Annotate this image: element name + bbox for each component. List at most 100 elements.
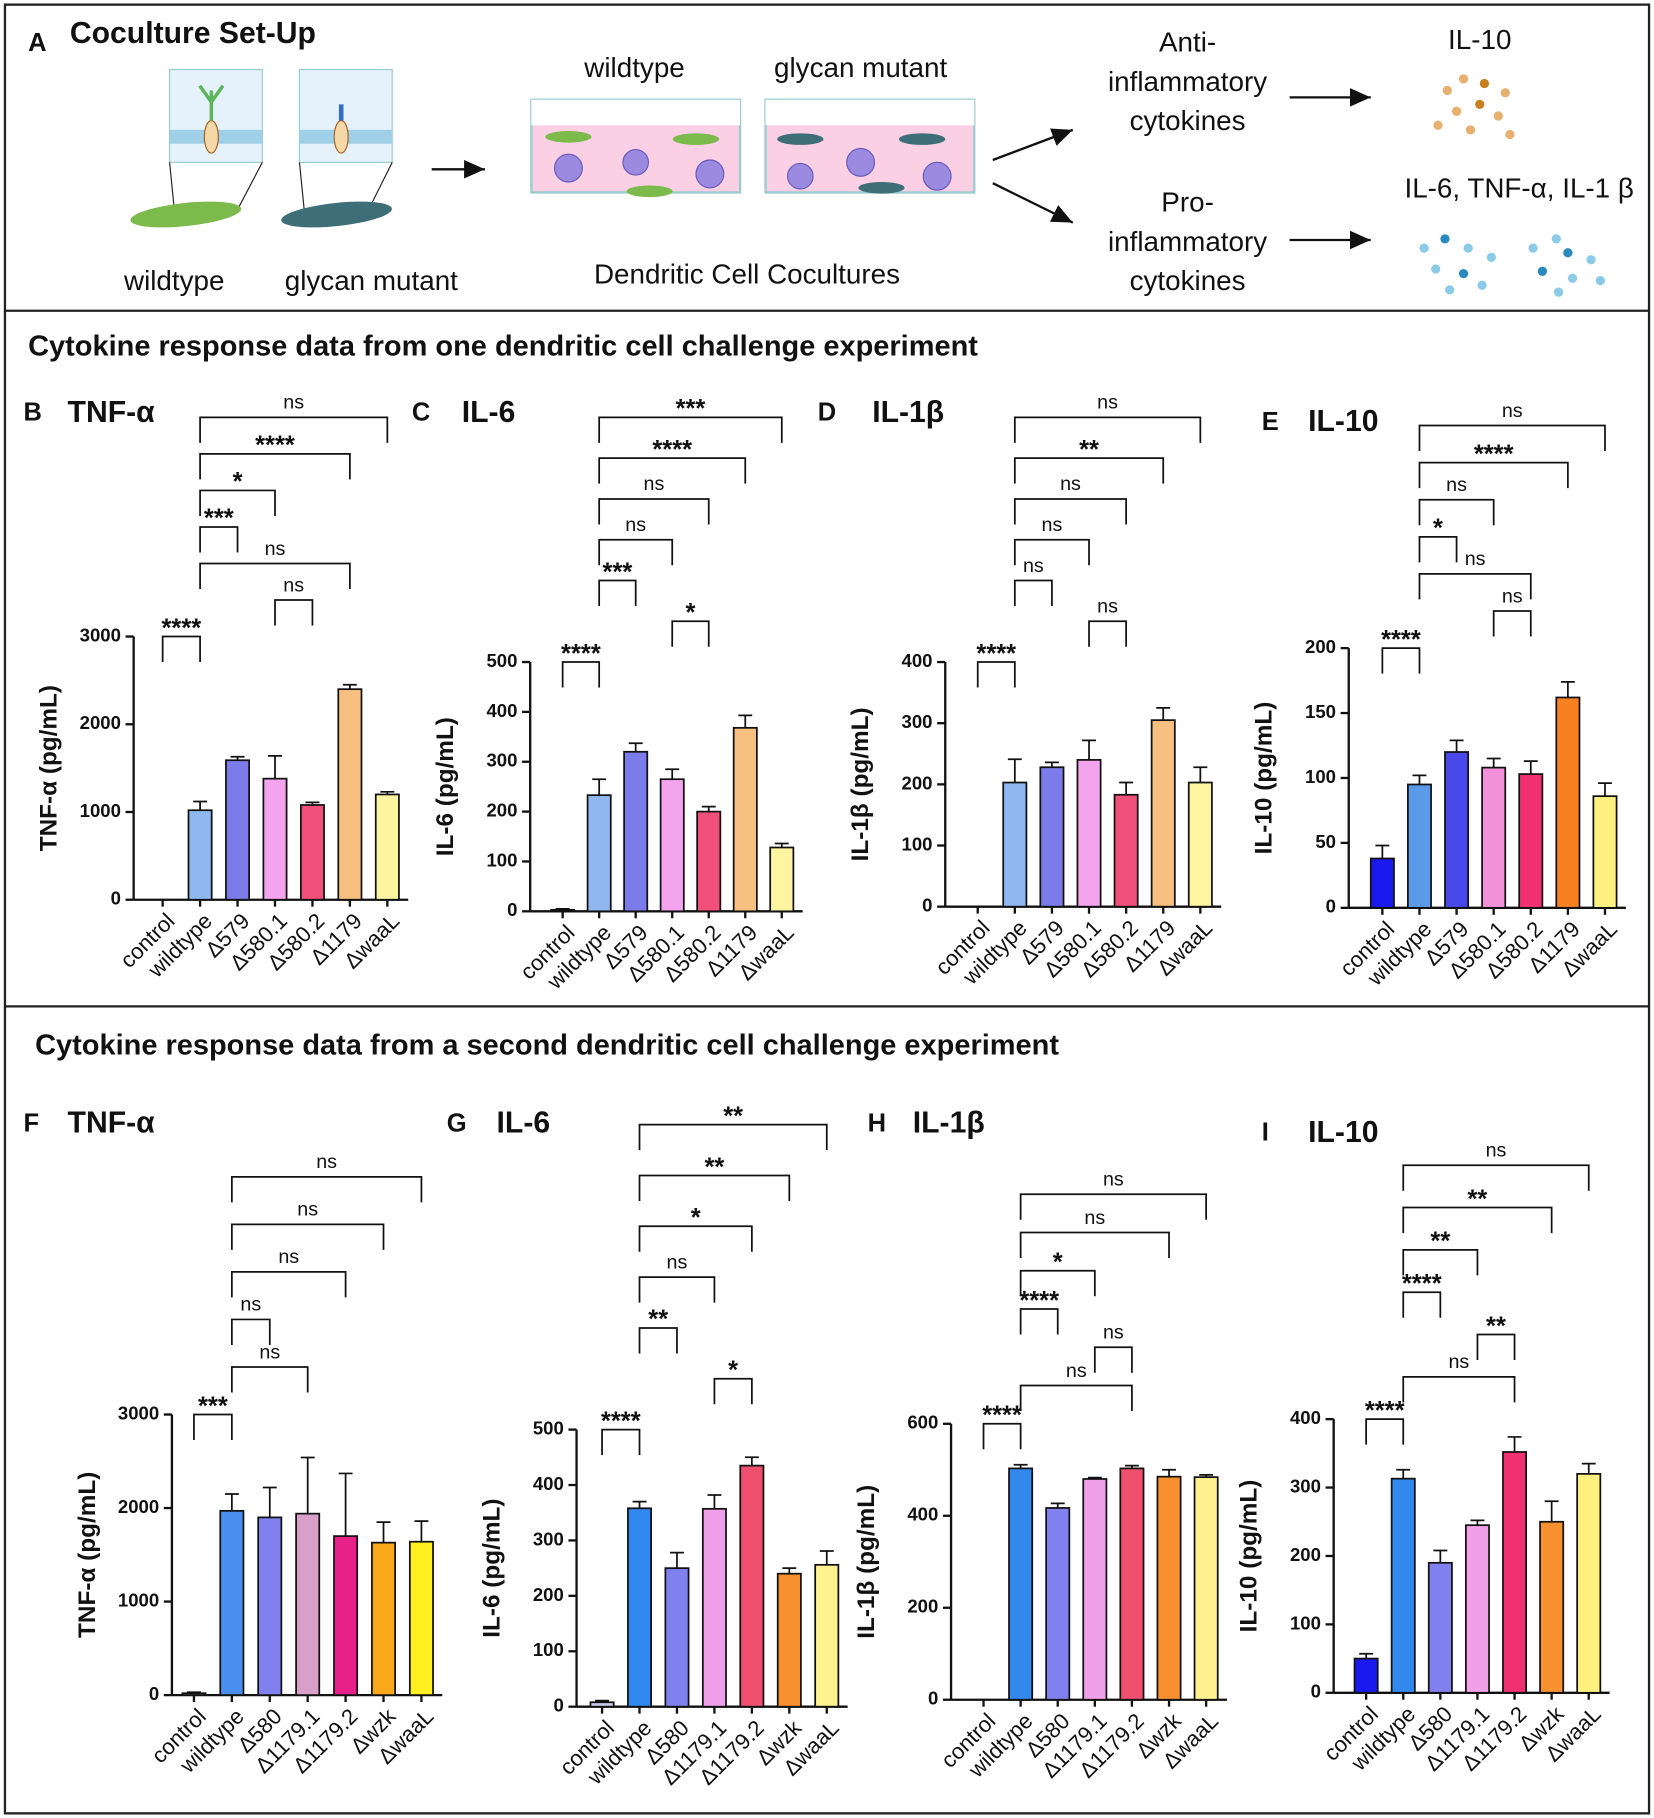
error-bar [1560, 681, 1575, 698]
bar [1076, 759, 1102, 908]
error-bar [744, 1456, 759, 1466]
bar [1045, 1507, 1071, 1701]
significance-bracket [671, 620, 710, 647]
bar [1464, 1524, 1490, 1694]
well-top [765, 99, 975, 126]
y-tick-label: 500 [533, 1417, 564, 1438]
significance-label: ** [1486, 1312, 1506, 1340]
y-tick-label: 50 [1315, 831, 1336, 852]
significance-label: ns [1066, 1360, 1087, 1382]
significance-label: ns [1446, 474, 1467, 496]
significance-bracket [976, 661, 1016, 688]
panel-title: IL-10 [1308, 405, 1378, 438]
significance-bracket [598, 498, 710, 525]
significance-label: ** [1468, 1185, 1488, 1213]
bar [1119, 1467, 1145, 1701]
significance-bracket [1402, 1375, 1516, 1403]
significance-label: ns [1502, 400, 1523, 422]
bar [295, 1512, 321, 1696]
bar [1518, 773, 1544, 909]
significance-bracket [1019, 1384, 1133, 1412]
y-tick-label: 100 [533, 1639, 564, 1660]
significance-bracket [1019, 1269, 1096, 1297]
well-label: wildtype [583, 52, 684, 83]
y-tick-label: 200 [902, 772, 933, 793]
panel-letter: B [24, 399, 42, 427]
il10-dots [1433, 74, 1515, 140]
y-axis-label: IL-1β (pg/mL) [847, 707, 874, 861]
error-bar [1199, 1473, 1214, 1478]
error-bar [774, 842, 789, 848]
error-bar [1124, 1464, 1139, 1469]
y-tick-label: 300 [533, 1528, 564, 1549]
significance-label: ns [644, 473, 665, 495]
bar [1187, 781, 1213, 908]
error-bar [1507, 1436, 1522, 1452]
y-tick-label: 400 [486, 700, 517, 721]
y-axis-label: IL-10 (pg/mL) [1236, 1480, 1263, 1633]
panel-title: IL-10 [1308, 1116, 1378, 1149]
significance-label: ns [1465, 548, 1486, 570]
significance-bracket [1013, 579, 1053, 607]
significance-label: **** [1019, 1287, 1059, 1315]
significance-bracket [1013, 416, 1202, 443]
significance-label: **** [162, 614, 202, 642]
significance-bracket [1402, 1249, 1479, 1276]
error-bar [1523, 760, 1538, 775]
y-tick-label: 0 [1326, 896, 1336, 917]
error-bar [224, 1493, 239, 1511]
significance-label: *** [603, 558, 633, 586]
y-tick-label: 150 [1305, 701, 1336, 722]
bar [1481, 766, 1507, 909]
error-bar [1050, 1502, 1065, 1508]
glycan [198, 84, 225, 121]
error-bar [414, 1520, 429, 1542]
error-bar [305, 801, 320, 805]
y-tick-label: 0 [928, 1688, 938, 1709]
significance-bracket [230, 1366, 309, 1393]
y-tick-label: 100 [486, 849, 517, 870]
error-bar [670, 1551, 684, 1569]
error-bar [628, 742, 643, 752]
error-bar [819, 1550, 834, 1565]
bar [1193, 1476, 1219, 1701]
error-bar [300, 1456, 315, 1514]
bar [664, 1567, 690, 1708]
bar [1502, 1451, 1528, 1694]
bar [701, 1507, 727, 1708]
pro-dots [1419, 234, 1605, 297]
bar [732, 726, 758, 913]
error-bar [665, 768, 680, 780]
y-tick-label: 400 [907, 1504, 938, 1525]
significance-bracket [638, 1123, 828, 1151]
significance-bracket [274, 599, 314, 626]
significance-bracket [638, 1276, 716, 1303]
bar [219, 1509, 245, 1696]
bar [1002, 781, 1028, 908]
significance-label: * [1433, 515, 1443, 543]
significance-bracket [1381, 647, 1421, 674]
bar [1444, 751, 1470, 909]
significance-label: **** [561, 640, 601, 668]
panel-title: IL-1β [913, 1107, 985, 1140]
significance-label: ns [1103, 1169, 1124, 1191]
bar [1113, 793, 1139, 908]
significance-bracket [1013, 498, 1128, 525]
significance-label: ns [240, 1294, 261, 1316]
significance-bracket [638, 1327, 678, 1354]
significance-label: **** [1381, 626, 1421, 654]
bar [337, 688, 363, 901]
significance-label: **** [652, 436, 692, 464]
bar [589, 1701, 615, 1708]
y-tick-label: 0 [922, 895, 932, 916]
significance-label: ns [1097, 596, 1118, 618]
cytokine-label: IL-6, TNF-α, IL-1 β [1404, 172, 1633, 203]
y-tick-label: 300 [486, 750, 517, 771]
panel-title: IL-6 [497, 1107, 551, 1140]
bar [408, 1540, 434, 1696]
error-bar [701, 805, 716, 812]
strain-label: wildtype [123, 265, 224, 296]
significance-bracket [598, 579, 637, 607]
y-tick-label: 100 [1290, 1612, 1321, 1633]
significance-label: ns [1448, 1351, 1469, 1373]
